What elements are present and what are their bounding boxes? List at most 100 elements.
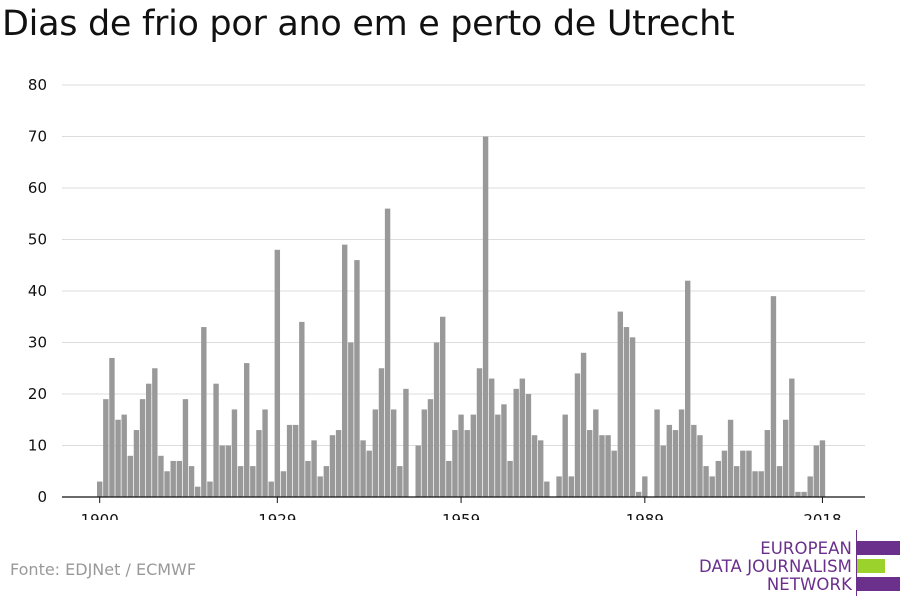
y-axis-tick-labels: 0 10 20 30 40 50 60 70 80	[28, 76, 47, 506]
bar-1961	[470, 414, 477, 497]
bar-1993	[666, 424, 673, 497]
bar-1970	[525, 394, 532, 497]
bar-1979	[580, 352, 587, 497]
bar-1947	[384, 208, 391, 497]
bar-1907	[139, 399, 146, 497]
bar-1943	[360, 440, 366, 497]
bar-1950	[403, 388, 409, 497]
bar-1934	[305, 460, 311, 497]
bar-1978	[574, 373, 581, 497]
bar-1929	[274, 249, 281, 497]
bar-2016	[807, 476, 813, 497]
bar-2014	[795, 491, 801, 497]
bar-chart: 0 10 20 30 40 50 60 70 80 1900 1929 1959 1989 2018	[28, 76, 865, 520]
bar-1916	[195, 486, 201, 497]
bar-1918	[207, 481, 213, 497]
logo-divider	[856, 530, 857, 596]
bar-1920	[219, 445, 225, 497]
bar-1912	[170, 460, 176, 497]
bar-1971	[531, 435, 538, 497]
x-tick-label: 1929	[258, 511, 296, 520]
bar-2009	[764, 430, 771, 497]
x-tick-label: 1959	[442, 511, 480, 520]
bar-2003	[727, 419, 734, 497]
chart-title: Dias de frio por ano em e perto de Utrec…	[2, 4, 735, 44]
bar-1967	[507, 460, 513, 497]
bar-1933	[299, 321, 305, 497]
bar-1997	[691, 424, 697, 497]
bar-1939	[335, 430, 342, 497]
y-tick-label: 10	[28, 437, 47, 455]
bar-1996	[685, 280, 691, 497]
bar-1949	[397, 466, 403, 497]
logo-bar-purple-top	[857, 541, 900, 555]
bar-2013	[789, 378, 795, 497]
y-tick-label: 70	[28, 128, 47, 146]
bar-2002	[721, 450, 728, 497]
bar-1981	[593, 409, 599, 497]
bar-1902	[109, 357, 115, 497]
bar-1992	[660, 445, 666, 497]
x-tick-label: 2018	[803, 511, 841, 520]
bar-1975	[556, 476, 562, 497]
bar-1913	[176, 460, 183, 497]
bar-1954	[427, 399, 434, 497]
bar-1935	[311, 440, 317, 497]
bar-1923	[237, 466, 244, 497]
source-note: Fonte: EDJNet / ECMWF	[10, 560, 197, 579]
bar-1924	[244, 363, 250, 497]
bar-1936	[317, 476, 323, 497]
bar-1955	[433, 342, 440, 497]
bar-1944	[366, 450, 372, 497]
bar-1960	[464, 430, 470, 497]
logo-text-line-1: EUROPEAN	[760, 539, 852, 558]
bar-1932	[293, 424, 299, 497]
bar-1994	[672, 430, 679, 497]
bar-1922	[231, 409, 238, 497]
bar-1901	[103, 399, 109, 497]
bar-1921	[225, 445, 232, 497]
y-tick-label: 60	[28, 179, 47, 197]
bar-1903	[115, 419, 121, 497]
bar-1942	[354, 260, 360, 497]
bar-1980	[587, 430, 593, 497]
bar-1940	[342, 244, 348, 497]
bar-1989	[642, 476, 648, 497]
bar-1976	[562, 414, 568, 497]
bar-1926	[256, 430, 262, 497]
bar-2015	[801, 491, 807, 497]
bar-1904	[121, 414, 127, 497]
bar-1930	[280, 471, 287, 497]
bar-1905	[127, 455, 134, 497]
bar-1917	[201, 327, 207, 497]
logo-bar-purple-bottom	[857, 577, 900, 591]
bar-1973	[544, 481, 550, 497]
bar-1965	[495, 414, 501, 497]
bar-1937	[323, 466, 330, 497]
bar-1962	[476, 368, 483, 497]
logo-text-line-3: NETWORK	[766, 575, 852, 594]
bar-1945	[372, 409, 379, 497]
bar-1987	[629, 337, 636, 497]
bar-1999	[703, 466, 709, 497]
bar-1914	[182, 399, 189, 497]
bar-2011	[776, 466, 783, 497]
y-tick-label: 50	[28, 231, 47, 249]
bar-1984	[611, 450, 617, 497]
bar-1986	[623, 327, 630, 497]
x-tick-label: 1900	[81, 511, 119, 520]
bar-1911	[164, 471, 170, 497]
bar-1958	[452, 430, 458, 497]
bar-1957	[446, 460, 452, 497]
bar-1946	[378, 368, 385, 497]
bar-1972	[538, 440, 544, 497]
bar-1953	[421, 409, 428, 497]
x-tick-label: 1989	[626, 511, 664, 520]
bar-1968	[513, 388, 519, 497]
bar-2010	[770, 296, 777, 497]
bar-1963	[482, 136, 489, 497]
logo-text-line-2: DATA JOURNALISM	[698, 557, 852, 576]
bar-1909	[152, 368, 158, 497]
bar-1998	[697, 435, 703, 497]
bar-1959	[458, 414, 464, 497]
